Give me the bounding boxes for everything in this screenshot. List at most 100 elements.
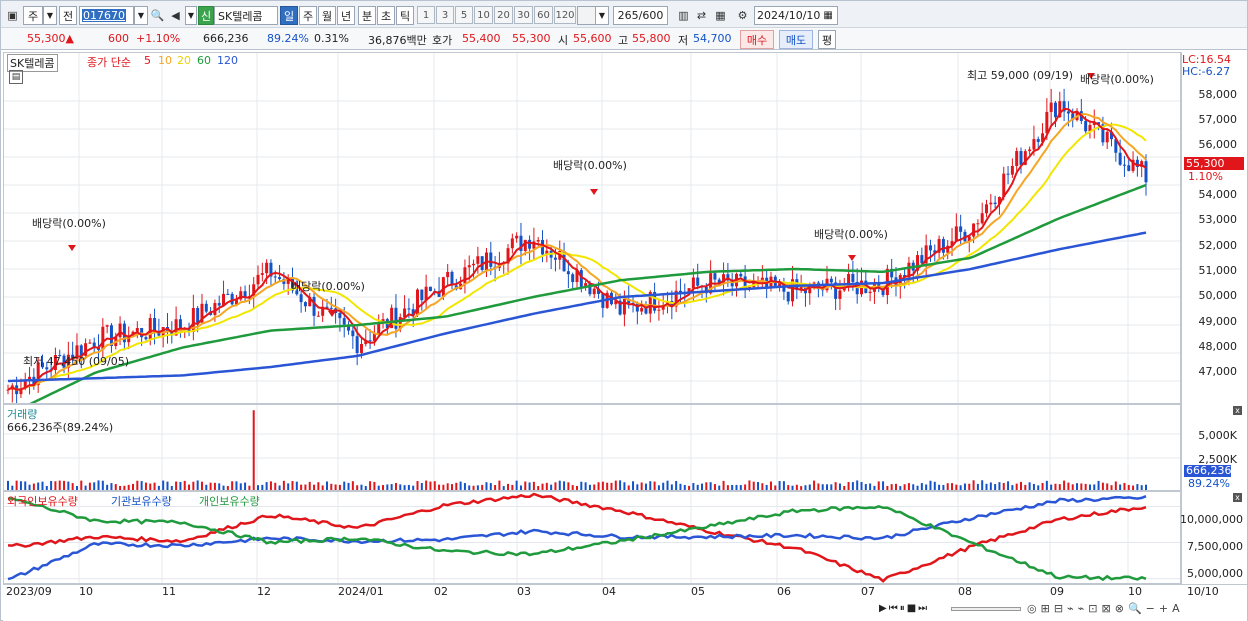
zoom-icon[interactable]: 🔍 — [1127, 602, 1142, 615]
grid-icon[interactable]: ▦ — [715, 8, 726, 22]
volume-bar — [144, 482, 147, 490]
skip-back-icon[interactable]: ⏮ — [888, 603, 898, 614]
period-20[interactable]: 20 — [494, 6, 513, 24]
stock-code-input[interactable]: 017670 — [79, 6, 134, 25]
volume-bar — [15, 480, 18, 490]
stock-name-field[interactable]: SK텔레콤 — [214, 6, 278, 25]
eval-button[interactable]: 평 — [818, 30, 836, 49]
price-legend-name[interactable]: SK텔레콤 — [7, 54, 58, 72]
ma120-legend[interactable]: 120 — [217, 54, 238, 67]
candle-body — [191, 308, 195, 332]
prev-button[interactable]: 전 — [59, 6, 77, 25]
tool-icon[interactable]: ⊡ — [1088, 602, 1098, 615]
period-60[interactable]: 60 — [534, 6, 553, 24]
tool-icon[interactable]: ⊞ — [1040, 602, 1050, 615]
minus-icon[interactable]: − — [1145, 602, 1155, 615]
volume-bar — [1145, 484, 1147, 490]
tool-icon[interactable]: ⊟ — [1053, 602, 1064, 615]
retail-legend[interactable]: 개인보유수량 — [199, 493, 260, 509]
tab-year[interactable]: 년 — [337, 6, 355, 25]
font-size-icon[interactable]: A — [1172, 602, 1180, 615]
zoom-slider[interactable] — [951, 607, 1021, 611]
candle-body — [1084, 120, 1088, 132]
volume-bar — [532, 481, 535, 490]
tab-day[interactable]: 일 — [280, 6, 298, 25]
code-dropdown-icon[interactable]: ▼ — [134, 6, 148, 25]
date-field[interactable]: 2024/10/10 ▦ — [754, 6, 838, 25]
period-30[interactable]: 30 — [514, 6, 533, 24]
link-icon[interactable]: ⇄ — [696, 8, 707, 22]
volume-bar — [360, 484, 363, 490]
buy-button[interactable]: 매수 — [740, 30, 774, 49]
tab-week[interactable]: 주 — [299, 6, 317, 25]
volume-bar — [920, 483, 923, 490]
up-triangle-icon: ▲ — [65, 32, 74, 45]
tab-second[interactable]: 초 — [377, 6, 395, 25]
volume-bar — [291, 481, 294, 490]
volume-bar — [1106, 483, 1109, 490]
stop-icon[interactable]: ■ — [906, 603, 917, 614]
period-5[interactable]: 5 — [455, 6, 473, 24]
scroll-right-icon[interactable]: ▶ — [879, 603, 887, 614]
tab-month[interactable]: 월 — [318, 6, 336, 25]
sell-button[interactable]: 매도 — [779, 30, 813, 49]
ma10-legend[interactable]: 10 — [158, 54, 172, 67]
calculator-icon[interactable]: ▤ — [9, 70, 23, 84]
candle-body — [441, 277, 445, 297]
dividend-annotation: 배당락(0.00%) — [814, 228, 888, 241]
tool-icon[interactable]: ⌁ — [1077, 602, 1085, 615]
ma5-legend[interactable]: 5 — [144, 54, 151, 67]
skip-forward-icon[interactable]: ⏭ — [918, 603, 928, 614]
calendar-icon[interactable]: ▦ — [823, 10, 833, 21]
tool-icon[interactable]: ⊗ — [1114, 602, 1124, 615]
candle-body — [347, 324, 351, 331]
tab-second-label: 초 — [380, 9, 392, 23]
window-icon[interactable]: ▣ — [7, 8, 18, 22]
tool-icon[interactable]: ⊠ — [1101, 602, 1111, 615]
gear-icon[interactable]: ⚙ — [737, 8, 748, 22]
plus-icon[interactable]: + — [1158, 602, 1169, 615]
candle-body — [674, 290, 678, 307]
period-10[interactable]: 10 — [474, 6, 493, 24]
x-axis — [3, 584, 1247, 621]
volume-bar — [826, 484, 829, 490]
open-price: 55,600 — [573, 32, 612, 45]
ma20-legend[interactable]: 20 — [177, 54, 191, 67]
chevron-down-icon[interactable]: ▼ — [43, 6, 57, 25]
candle-body — [1062, 101, 1066, 112]
count-field[interactable]: 265/600 — [613, 6, 668, 25]
foreign-legend[interactable]: 외국인보유수량 — [7, 493, 78, 509]
candle-body — [428, 286, 432, 292]
period-120[interactable]: 120 — [554, 6, 576, 24]
volume-bar — [808, 484, 811, 490]
tab-month-label: 월 — [321, 9, 333, 23]
period-unit-select[interactable]: 주 — [23, 6, 43, 25]
volume-bar — [731, 484, 734, 490]
price: 55,300▲ — [27, 32, 74, 45]
tool-icon[interactable]: ◎ — [1027, 602, 1037, 615]
volume-bar — [903, 484, 906, 490]
candle-body — [989, 202, 993, 205]
volume-bar — [1002, 483, 1005, 490]
search-icon[interactable]: 🔍 — [150, 8, 165, 22]
custom-period-dropdown-icon[interactable]: ▼ — [595, 6, 609, 25]
close-icon[interactable]: x — [1233, 493, 1242, 502]
last-volume-tag: 666,236 — [1184, 464, 1232, 477]
speaker-icon[interactable]: ◀ — [171, 8, 180, 22]
tab-minute-label: 분 — [361, 9, 373, 23]
close-icon[interactable]: x — [1233, 406, 1242, 415]
candle-body — [260, 273, 264, 275]
period-3[interactable]: 3 — [436, 6, 454, 24]
ma60-legend[interactable]: 60 — [197, 54, 211, 67]
period-1[interactable]: 1 — [417, 6, 435, 24]
tab-minute[interactable]: 분 — [358, 6, 376, 25]
volume-bar — [791, 485, 794, 490]
pause-icon[interactable]: ⏸ — [899, 603, 905, 614]
candle-body — [299, 294, 303, 303]
speaker-dropdown-icon[interactable]: ▼ — [185, 6, 197, 25]
candle-body — [23, 380, 27, 389]
tab-tick[interactable]: 틱 — [396, 6, 414, 25]
inst-legend[interactable]: 기관보유수량 — [111, 493, 172, 509]
tool-icon[interactable]: ⌁ — [1067, 602, 1074, 615]
bars-icon[interactable]: ▥ — [678, 8, 689, 22]
